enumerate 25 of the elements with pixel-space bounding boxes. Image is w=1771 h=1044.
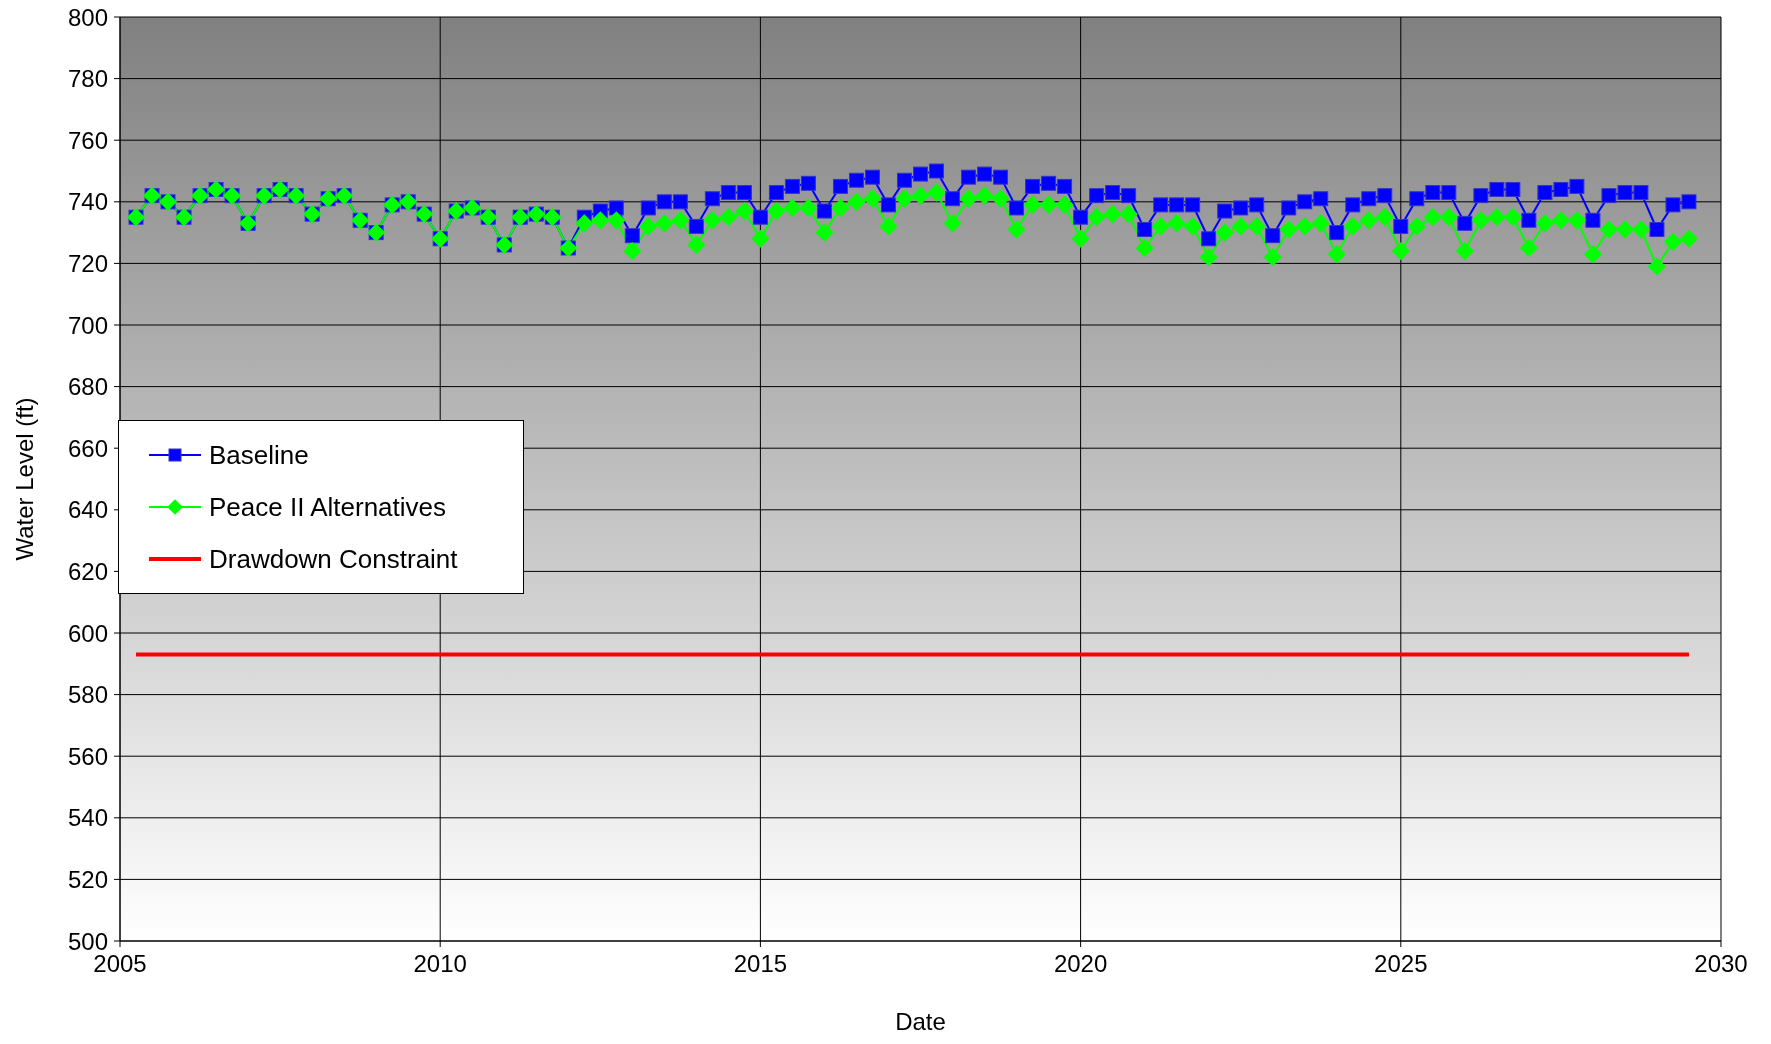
y-tick-label: 600 — [67, 619, 108, 647]
y-tick-label: 720 — [67, 249, 108, 277]
legend-label: Baseline — [209, 439, 309, 471]
y-tick-label: 540 — [67, 804, 108, 832]
y-axis-title: Water Level (ft) — [10, 397, 38, 561]
y-tick-label: 580 — [67, 681, 108, 709]
x-axis-title: Date — [895, 1008, 946, 1035]
y-tick-label: 660 — [67, 434, 108, 462]
y-tick-label: 560 — [67, 742, 108, 770]
y-tick-label: 520 — [67, 865, 108, 893]
y-tick-label: 620 — [67, 557, 108, 585]
y-tick-label: 760 — [67, 126, 108, 154]
x-tick-label: 2025 — [1374, 950, 1428, 978]
y-tick-label: 640 — [67, 496, 108, 524]
y-tick-label: 680 — [67, 373, 108, 401]
legend-label: Peace II Alternatives — [209, 491, 447, 523]
y-tick-label: 800 — [67, 3, 108, 31]
y-tick-label: 700 — [67, 311, 108, 339]
legend-label: Drawdown Constraint — [209, 543, 458, 575]
y-tick-label: 780 — [67, 65, 108, 93]
y-tick-label: 740 — [67, 188, 108, 216]
x-tick-label: 2030 — [1694, 950, 1748, 978]
x-tick-label: 2010 — [413, 950, 467, 978]
x-tick-label: 2020 — [1053, 950, 1108, 978]
x-tick-label: 2015 — [733, 950, 788, 978]
